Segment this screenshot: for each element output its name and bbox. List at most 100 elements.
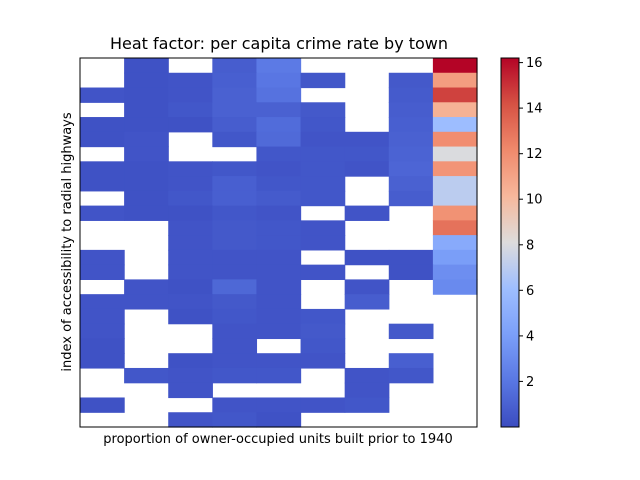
heatmap-cell xyxy=(212,353,258,369)
heatmap-cell xyxy=(300,397,346,413)
heatmap-cell xyxy=(432,176,478,192)
heatmap-cell xyxy=(212,367,258,384)
heatmap-cell xyxy=(212,412,258,428)
heatmap-cell xyxy=(300,323,346,340)
heatmap-cell xyxy=(80,205,125,221)
heatmap-cell xyxy=(212,308,258,325)
colorbar-tick-label: 2 xyxy=(526,375,534,390)
heatmap-cell xyxy=(212,161,258,177)
heatmap-cell xyxy=(300,102,346,118)
colorbar-tick-label: 10 xyxy=(526,193,543,208)
heatmap-cell xyxy=(168,279,213,295)
heatmap-cell xyxy=(124,161,169,177)
heatmap-cell xyxy=(212,58,258,74)
heatmap-cell xyxy=(212,190,258,207)
heatmap-cell xyxy=(256,117,302,133)
heatmap-cell xyxy=(432,279,478,295)
heatmap-cell xyxy=(300,308,346,325)
heatmap-cell xyxy=(212,220,258,236)
heatmap-cell xyxy=(256,205,302,221)
heatmap-cell xyxy=(212,131,258,148)
heatmap-cell xyxy=(256,308,302,325)
heatmap-cell xyxy=(168,353,213,369)
heatmap-cell xyxy=(80,308,125,325)
heatmap-cell xyxy=(212,279,258,295)
heatmap-cell xyxy=(256,323,302,340)
heatmap-cell xyxy=(388,87,434,103)
colorbar-tick-label: 12 xyxy=(526,147,543,162)
heatmap-cell xyxy=(388,146,434,162)
heatmap-cell xyxy=(300,264,346,280)
heatmap-cell xyxy=(256,412,302,428)
heatmap-cell xyxy=(168,249,213,266)
heatmap-cell xyxy=(256,102,302,118)
heatmap-cell xyxy=(300,146,346,162)
heatmap-cell xyxy=(212,264,258,280)
heatmap-cell xyxy=(124,58,169,74)
heatmap-cell xyxy=(256,131,302,148)
heatmap-cell xyxy=(168,308,213,325)
heatmap-cell xyxy=(388,117,434,133)
heatmap-cell xyxy=(212,102,258,118)
heatmap-cell xyxy=(432,190,478,207)
heatmap-cell xyxy=(432,264,478,280)
heatmap-cell xyxy=(388,323,434,340)
heatmap-cell xyxy=(256,294,302,310)
heatmap-cell xyxy=(124,279,169,295)
heatmap-cell xyxy=(300,161,346,177)
heatmap-cell xyxy=(80,353,125,369)
heatmap-cell xyxy=(300,176,346,192)
colorbar-ticks: 2 4 6 8 10 12 14 16 xyxy=(519,56,543,390)
heatmap-cell xyxy=(80,338,125,354)
heatmap-cell xyxy=(80,397,125,413)
heatmap-cell xyxy=(256,353,302,369)
heatmap-cell xyxy=(432,235,478,251)
heatmap-cell xyxy=(168,294,213,310)
y-axis-label: index of accessibility to radial highway… xyxy=(60,112,75,371)
heatmap-cell xyxy=(212,87,258,103)
heatmap-cell xyxy=(168,117,213,133)
heatmap-cell xyxy=(212,205,258,221)
heatmap-cell xyxy=(80,131,125,148)
heatmap-cell xyxy=(432,72,478,89)
heatmap-cell xyxy=(300,220,346,236)
heatmap-cell xyxy=(168,102,213,118)
heatmap-cell xyxy=(300,338,346,354)
heatmap-cell xyxy=(80,264,125,280)
heatmap-cell xyxy=(256,264,302,280)
heatmap-cell xyxy=(80,294,125,310)
heatmap-cell xyxy=(388,176,434,192)
heatmap-cell xyxy=(344,279,390,295)
heatmap-cell xyxy=(124,176,169,192)
heatmap-cell xyxy=(124,294,169,310)
heatmap-cell xyxy=(432,146,478,162)
heatmap-cell xyxy=(168,190,213,207)
heatmap-cell xyxy=(256,235,302,251)
heatmap-cell xyxy=(388,264,434,280)
heatmap-cell xyxy=(212,294,258,310)
colorbar-tick-label: 6 xyxy=(526,284,534,299)
heatmap-cell xyxy=(300,190,346,207)
heatmap-cell xyxy=(432,87,478,103)
heatmap-cell xyxy=(388,367,434,384)
heatmap-cell xyxy=(80,323,125,340)
plot-frame xyxy=(79,57,478,428)
colorbar xyxy=(500,57,520,428)
heatmap-cell xyxy=(168,367,213,384)
heatmap-cell xyxy=(432,58,478,74)
colorbar-tick-label: 8 xyxy=(526,238,534,253)
heatmap-cell xyxy=(212,235,258,251)
heatmap-cell xyxy=(168,412,213,428)
heatmap-cell xyxy=(300,117,346,133)
heatmap-cell xyxy=(344,131,390,148)
heatmap-cell xyxy=(80,87,125,103)
heatmap-cell xyxy=(344,161,390,177)
colorbar-tick-label: 4 xyxy=(526,329,534,344)
heatmap-cell xyxy=(80,176,125,192)
heatmap-cell xyxy=(168,235,213,251)
heatmap-cell xyxy=(432,131,478,148)
heatmap-cell xyxy=(256,176,302,192)
heatmap-cell xyxy=(212,397,258,413)
heatmap-cell xyxy=(388,131,434,148)
heatmap-cell xyxy=(124,102,169,118)
